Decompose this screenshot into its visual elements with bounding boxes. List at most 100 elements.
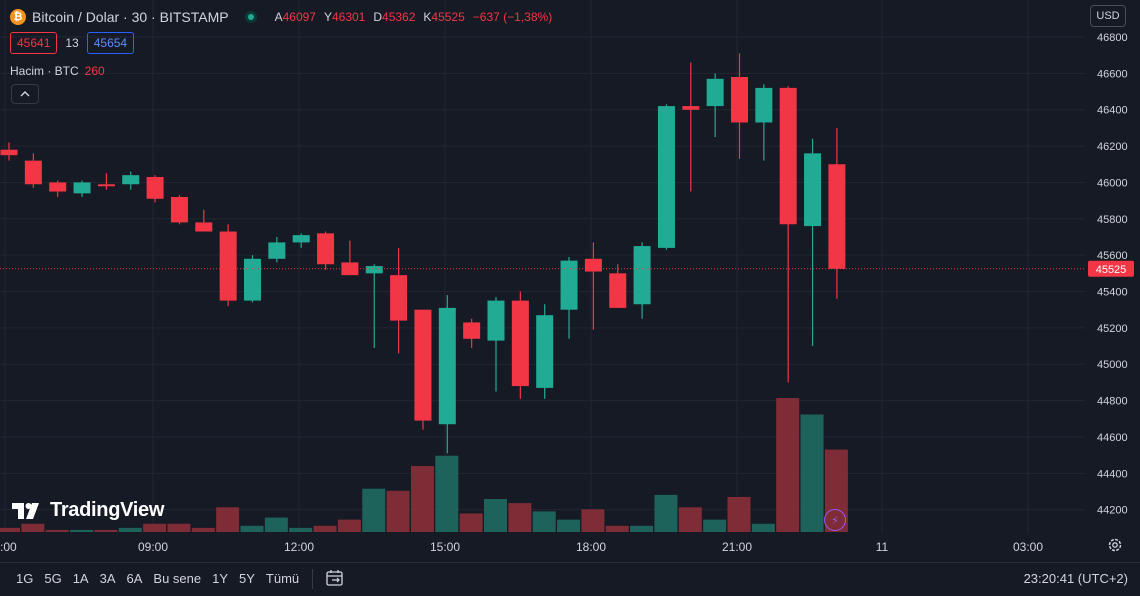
volume-bar [484,499,507,532]
ohlc-open: A46097 [274,10,316,24]
buy-price-button[interactable]: 45654 [86,32,135,54]
candle [49,180,67,197]
candle [755,84,773,161]
x-tick-label: 12:00 [284,540,314,554]
price-axis[interactable]: 44200 44400 44600 44800 45000 45200 45400 45600… [1097,32,1128,517]
candle [219,224,237,307]
volume-bar [337,519,361,532]
volume-bar [118,527,142,532]
candle [560,256,578,339]
candle [24,153,42,188]
candle [341,240,359,276]
candle [463,318,481,348]
candle-body [657,106,675,248]
candle-body [438,307,456,425]
volume-bar [0,527,20,532]
candle-body [731,76,748,123]
range-1d-button[interactable]: 1G [16,571,34,586]
x-tick-label: 18:00 [576,540,606,554]
tradingview-watermark[interactable]: TradingView [12,499,164,522]
ohlc-low: D45362 [373,10,416,24]
gear-icon[interactable] [1107,537,1123,553]
currency-selector[interactable]: USD [1090,5,1126,27]
volume-bar [313,525,337,532]
range-5y-button[interactable]: 5Y [239,571,255,586]
y-tick-label: 46800 [1097,32,1128,44]
candle-body [755,87,773,123]
y-tick-label: 46200 [1097,141,1128,153]
chart-header: ₿ Bitcoin / Dolar · 30 · BITSTAMP A46097… [10,8,552,26]
volume-bar [459,513,483,532]
tradingview-wordmark: TradingView [50,499,165,521]
range-1y-button[interactable]: 1Y [212,571,229,586]
candlestick-series [0,53,846,454]
candle-body [804,153,822,227]
candle-body [146,176,164,199]
x-tick-label: 21:00 [722,540,752,554]
range-5d-button[interactable]: 5G [44,571,62,586]
chevron-up-icon [20,91,30,97]
candle [170,195,188,225]
calendar-range-icon[interactable] [325,568,345,588]
range-all-button[interactable]: Tümü [265,571,300,586]
y-tick-label: 46000 [1097,177,1128,189]
x-tick-label: 11 [876,540,889,554]
volume-bar [605,525,629,532]
y-tick-label: 46600 [1097,68,1128,80]
range-1m-button[interactable]: 1A [72,571,89,586]
volume-bar [678,507,702,532]
clock-timezone[interactable]: 23:20:41 (UTC+2) [1023,571,1128,586]
last-price-label: 45525 [1096,264,1127,276]
volume-bar [386,490,410,532]
candle-body [268,242,286,259]
volume-bar [240,525,264,532]
candle-body [195,222,213,232]
candle [609,264,627,308]
y-tick-label: 45000 [1097,359,1128,371]
candle-body [292,235,310,243]
candle-body [463,322,481,339]
candle [731,53,748,159]
y-tick-label: 44200 [1097,505,1128,517]
ohlc-change: −637 (−1,38%) [472,10,553,24]
volume-legend-label: Hacim · BTC [10,64,79,78]
ohlc-close: K45525 [423,10,465,24]
volume-bar [703,519,727,532]
lightning-icon[interactable]: ⚡ [824,509,846,531]
candle [682,62,700,192]
candle [438,295,456,454]
y-tick-label: 45600 [1097,250,1128,262]
range-6m-button[interactable]: 6A [126,571,143,586]
candle-body [122,175,140,185]
candle [365,264,383,348]
candle [706,73,724,137]
toolbar-divider [312,569,313,589]
x-tick-label: 6:00 [0,540,17,554]
candle-body [244,258,261,301]
symbol-title[interactable]: Bitcoin / Dolar · 30 · BITSTAMP [32,9,229,25]
range-ytd-button[interactable]: Bu sene [153,571,202,586]
volume-legend[interactable]: Hacim · BTC 260 [10,64,105,78]
candle-body [682,106,700,110]
candle-body [0,149,18,156]
volume-bar [143,523,167,532]
ohlc-high: Y46301 [323,10,366,24]
candle [292,233,310,248]
range-3m-button[interactable]: 3A [99,571,116,586]
volume-bar [630,525,654,532]
price-chart[interactable]: 45525 44200 44400 44600 44800 45000 45200 4540… [0,0,1140,562]
collapse-legend-button[interactable] [11,84,39,104]
candle [414,309,432,430]
volume-bar [532,511,556,532]
volume-bar [654,494,678,532]
volume-bar [751,523,775,532]
volume-bar [21,523,45,532]
candle [657,104,675,250]
candle-body [633,246,651,305]
time-axis[interactable]: 6:00 09:00 12:00 15:00 18:00 21:00 11 03:00 [0,540,1043,554]
sell-price-button[interactable]: 45641 [10,32,58,54]
chart-grid [0,0,1085,532]
candle [244,255,261,303]
ohlc-values: A46097 Y46301 D45362 K45525 −637 (−1,38%… [275,10,553,24]
volume-legend-value: 260 [84,64,105,78]
